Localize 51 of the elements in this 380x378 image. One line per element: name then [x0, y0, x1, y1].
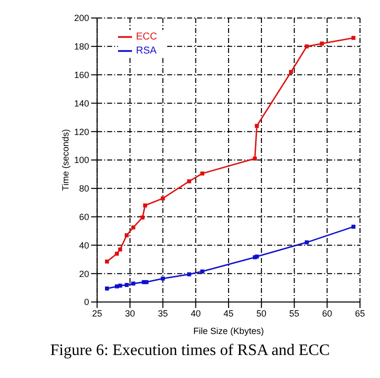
x-tick-label: 55 [289, 308, 300, 318]
point [200, 171, 204, 176]
legend-label: RSA [136, 46, 157, 57]
y-tick-label: 0 [84, 297, 90, 308]
x-tick-label: 50 [256, 308, 266, 318]
point [160, 196, 165, 200]
point [187, 179, 192, 184]
point [304, 44, 309, 48]
point [351, 36, 356, 40]
point [351, 224, 356, 229]
point [131, 225, 136, 230]
x-tick-label: 60 [322, 308, 332, 318]
point [187, 272, 192, 276]
x-tick-label: 25 [92, 308, 102, 318]
y-tick-label: 100 [74, 155, 90, 166]
x-tick-label: 40 [190, 308, 201, 318]
point [144, 280, 148, 284]
point [124, 282, 129, 287]
y-axis-title: Time (seconds) [60, 129, 70, 191]
point [288, 70, 293, 74]
point [320, 42, 324, 46]
legend-label: ECC [136, 32, 158, 43]
point [124, 233, 129, 238]
point [131, 282, 136, 286]
y-tick-label: 180 [74, 42, 90, 52]
point [160, 276, 165, 281]
point [252, 156, 257, 161]
point [114, 252, 119, 256]
point [304, 240, 309, 244]
caption: Figure 6: Execution times of RSA and ECC [49, 342, 331, 360]
x-tick-label: 45 [224, 308, 234, 318]
point [104, 260, 109, 264]
point [104, 286, 109, 291]
x-tick-label: 30 [124, 308, 135, 318]
y-tick-label: 40 [79, 240, 90, 250]
point [118, 247, 122, 252]
y-tick-label: 200 [74, 13, 90, 24]
y-tick-label: 120 [74, 126, 90, 137]
x-tick-label: 35 [158, 308, 168, 318]
point [118, 284, 122, 288]
y-tick-label: 60 [79, 212, 90, 222]
y-tick-label: 20 [79, 268, 90, 279]
x-axis-title: File Size (Kbytes) [193, 326, 264, 336]
x-tick-label: 65 [354, 308, 366, 318]
point [140, 216, 144, 220]
point [200, 269, 204, 274]
point [254, 124, 259, 128]
point [143, 203, 148, 208]
y-tick-label: 80 [79, 184, 90, 194]
y-tick-label: 140 [74, 98, 90, 108]
y-tick-label: 160 [74, 70, 90, 80]
